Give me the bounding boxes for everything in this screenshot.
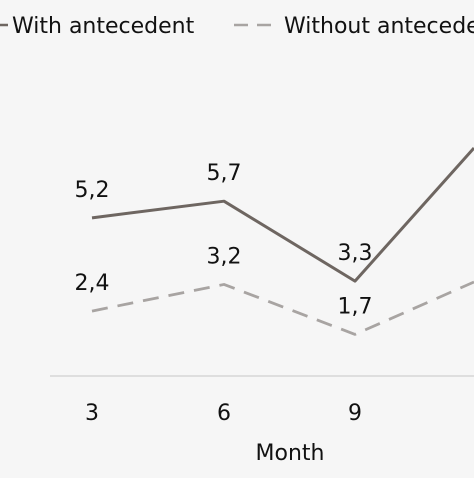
data-label: 1,7	[338, 294, 373, 319]
x-tick-label: 9	[348, 401, 362, 426]
x-tick-label: 6	[217, 401, 231, 426]
series-line-without-antecedent	[91, 280, 474, 336]
data-label: 3,2	[207, 244, 242, 269]
data-label: 5,7	[207, 161, 242, 186]
x-tick-layer: 36912	[85, 401, 474, 426]
data-label: 5,2	[75, 178, 110, 203]
x-axis-title: Month	[256, 441, 325, 466]
data-label-layer: 5,2 5,7 3,3 2,4 3,2 1,7	[75, 161, 373, 319]
x-tick-label: 3	[85, 401, 99, 426]
data-label: 2,4	[75, 271, 110, 296]
chart-legend: With antecedent Without antecedent	[0, 14, 474, 39]
series-line-with-antecedent	[91, 147, 474, 283]
series-layer	[91, 147, 474, 336]
data-label: 3,3	[338, 241, 373, 266]
legend-label-with-antecedent: With antecedent	[12, 14, 195, 39]
legend-label-without-antecedent: Without antecedent	[284, 14, 474, 39]
